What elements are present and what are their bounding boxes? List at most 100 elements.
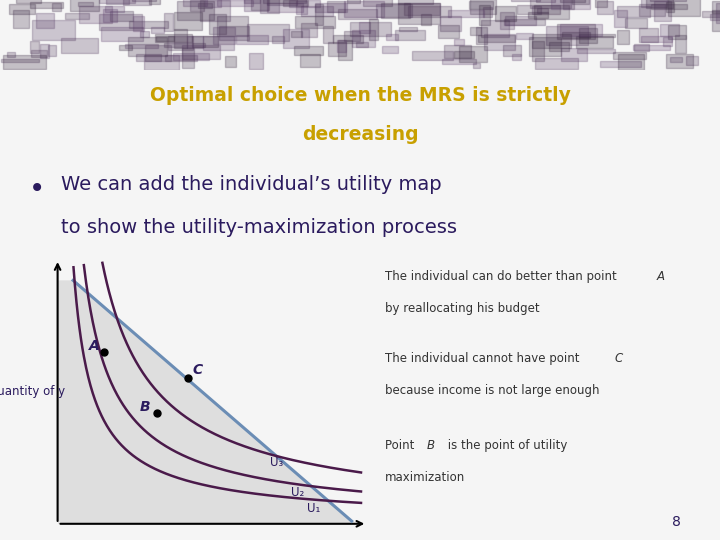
Bar bbox=[398, 3, 441, 24]
Bar bbox=[351, 22, 392, 36]
Bar bbox=[563, 0, 575, 9]
Bar bbox=[634, 44, 649, 51]
Bar bbox=[408, 6, 451, 17]
Bar bbox=[639, 3, 665, 16]
Bar bbox=[576, 36, 613, 48]
Bar bbox=[220, 25, 248, 40]
Bar bbox=[123, 0, 151, 5]
Bar bbox=[667, 25, 686, 39]
Bar bbox=[504, 18, 545, 25]
Bar bbox=[532, 41, 544, 61]
Bar bbox=[109, 11, 133, 21]
Bar bbox=[712, 10, 720, 31]
Bar bbox=[347, 0, 360, 3]
Text: by reallocating his budget: by reallocating his budget bbox=[384, 301, 539, 314]
Bar bbox=[176, 2, 215, 21]
Bar bbox=[202, 36, 233, 50]
Text: We can add the individual’s utility map: We can add the individual’s utility map bbox=[61, 175, 442, 194]
Text: B: B bbox=[140, 400, 150, 414]
Bar bbox=[559, 0, 585, 2]
Bar bbox=[210, 14, 226, 34]
Bar bbox=[438, 25, 459, 38]
Bar bbox=[187, 36, 203, 48]
Bar bbox=[40, 44, 49, 58]
Bar bbox=[482, 6, 492, 17]
Bar bbox=[513, 53, 521, 59]
Text: Quantity of y: Quantity of y bbox=[0, 385, 66, 398]
Bar bbox=[670, 57, 682, 62]
Bar bbox=[625, 18, 647, 28]
Bar bbox=[642, 0, 667, 8]
Bar bbox=[442, 58, 476, 64]
Bar bbox=[267, 0, 297, 5]
Bar bbox=[337, 40, 346, 52]
Bar bbox=[6, 51, 15, 57]
Bar bbox=[174, 53, 209, 60]
Bar bbox=[561, 48, 588, 61]
Bar bbox=[144, 55, 179, 70]
Bar bbox=[703, 11, 720, 17]
Bar bbox=[500, 12, 514, 29]
Bar bbox=[166, 55, 197, 61]
Bar bbox=[213, 28, 235, 44]
Bar bbox=[251, 0, 269, 10]
Bar bbox=[711, 14, 720, 20]
Bar bbox=[562, 32, 590, 38]
Bar bbox=[78, 2, 93, 6]
Bar bbox=[353, 30, 375, 47]
Bar bbox=[155, 34, 192, 42]
Bar bbox=[31, 50, 47, 57]
Bar bbox=[300, 54, 320, 67]
Bar bbox=[600, 62, 641, 66]
Bar bbox=[149, 0, 161, 4]
Text: C: C bbox=[615, 352, 623, 365]
Bar bbox=[505, 16, 536, 25]
Bar bbox=[660, 24, 679, 36]
Bar bbox=[531, 0, 571, 8]
Bar bbox=[532, 6, 541, 14]
Bar bbox=[412, 51, 454, 60]
Bar bbox=[618, 55, 644, 70]
Bar bbox=[338, 9, 377, 19]
Bar bbox=[294, 16, 336, 28]
Bar bbox=[646, 0, 672, 9]
Bar bbox=[136, 53, 161, 61]
Bar bbox=[559, 24, 603, 36]
Text: maximization: maximization bbox=[384, 471, 465, 484]
Bar bbox=[359, 22, 370, 33]
Bar bbox=[399, 27, 417, 31]
Bar bbox=[481, 20, 509, 37]
Bar bbox=[30, 2, 63, 8]
Bar bbox=[192, 36, 218, 47]
Bar bbox=[382, 46, 398, 53]
Text: The individual cannot have point: The individual cannot have point bbox=[384, 352, 582, 365]
Text: 8: 8 bbox=[672, 515, 681, 529]
Bar bbox=[65, 13, 89, 19]
Bar bbox=[164, 43, 205, 47]
Bar bbox=[503, 45, 521, 56]
Bar bbox=[613, 52, 647, 59]
Bar bbox=[1, 59, 40, 62]
Bar bbox=[470, 0, 496, 14]
Bar bbox=[654, 1, 671, 21]
Bar bbox=[243, 0, 269, 11]
Bar bbox=[60, 38, 98, 53]
Bar bbox=[9, 4, 35, 15]
Text: A: A bbox=[657, 270, 665, 283]
Bar bbox=[454, 51, 474, 58]
Bar bbox=[595, 0, 607, 7]
Bar bbox=[174, 12, 202, 30]
Bar bbox=[516, 33, 534, 39]
Bar bbox=[650, 0, 686, 2]
Bar bbox=[249, 52, 263, 69]
Bar bbox=[356, 42, 368, 47]
Bar bbox=[333, 35, 364, 43]
Bar bbox=[284, 29, 309, 48]
Bar bbox=[191, 0, 204, 11]
Text: The individual can do better than point: The individual can do better than point bbox=[384, 270, 620, 283]
Bar bbox=[323, 26, 333, 43]
Bar bbox=[17, 0, 41, 3]
Bar bbox=[572, 0, 589, 4]
Bar bbox=[301, 23, 317, 37]
Bar bbox=[344, 31, 360, 41]
